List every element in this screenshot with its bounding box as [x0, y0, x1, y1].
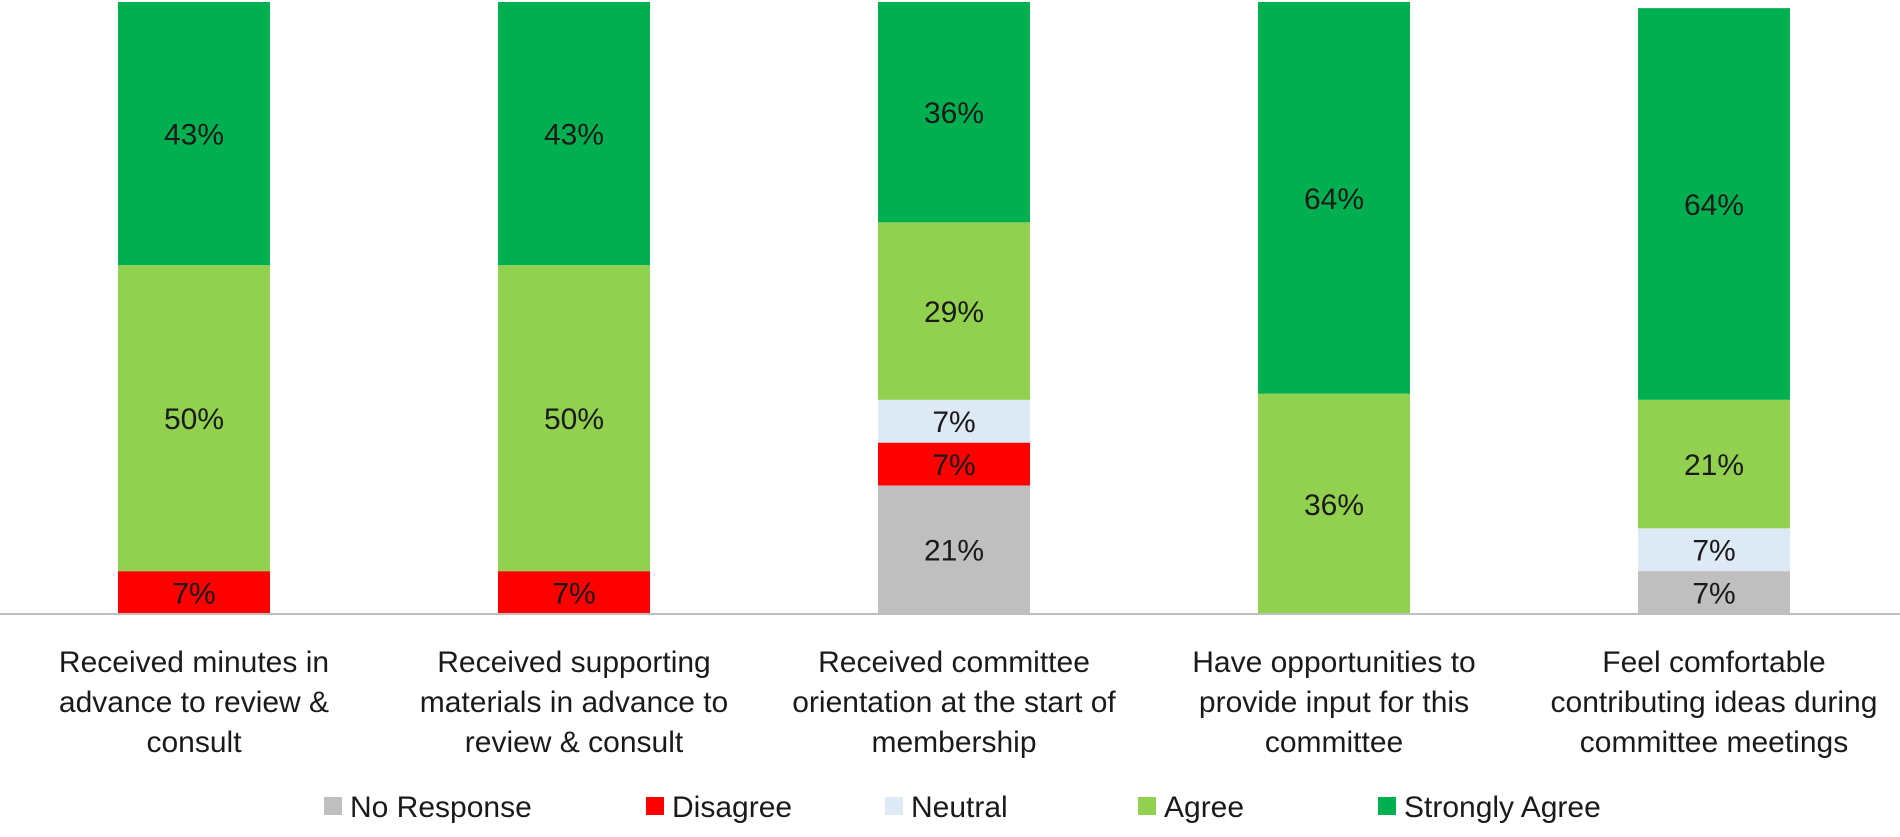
bar-segment-strongly-agree-5	[1638, 8, 1790, 400]
legend-label: Agree	[1164, 791, 1244, 824]
bar-segment-disagree-3	[878, 442, 1030, 486]
category-label: orientation at the start of	[792, 686, 1116, 719]
legend-swatch-strongly-agree	[1378, 797, 1396, 815]
data-label: 64%	[1684, 189, 1744, 222]
bar-segment-strongly-agree-3	[878, 2, 1030, 223]
category-label: provide input for this	[1199, 686, 1469, 719]
category-label: Received committee	[818, 646, 1090, 679]
data-label: 21%	[1684, 449, 1744, 482]
category-labels: Received minutes in advance to review & co…	[59, 646, 1878, 759]
data-label: 21%	[924, 535, 984, 568]
category-label: committee	[1265, 726, 1403, 759]
legend-swatch-neutral	[885, 797, 903, 815]
data-label: 7%	[932, 406, 975, 439]
bar-segment-no-response-5	[1638, 571, 1790, 614]
bar-segment-neutral-3	[878, 399, 1030, 443]
category-label: materials in advance to	[420, 686, 729, 719]
data-label: 7%	[1692, 535, 1735, 568]
data-label: 64%	[1304, 183, 1364, 216]
bar-segment-neutral-5	[1638, 528, 1790, 572]
category-label: membership	[871, 726, 1036, 759]
bar-segment-disagree-2	[498, 571, 650, 614]
data-label: 7%	[1692, 578, 1735, 611]
bar-segment-no-response-3	[878, 485, 1030, 614]
legend-label: No Response	[350, 791, 532, 824]
data-label: 7%	[172, 578, 215, 611]
category-label: Received minutes in	[59, 646, 329, 679]
bar-segment-disagree-1	[118, 571, 270, 614]
data-label: 43%	[164, 119, 224, 152]
bars-group: 7% 50% 43% 7% 50% 43% 21% 7% 7% 29% 36% 36% 64% 7% 7% 2…	[118, 2, 1790, 614]
bar-segment-agree-2	[498, 265, 650, 572]
category-label: advance to review &	[59, 686, 329, 719]
category-label: Have opportunities to	[1192, 646, 1476, 679]
legend: No Response Disagree Neutral Agree Strongly …	[324, 791, 1601, 824]
category-label: contributing ideas during	[1551, 686, 1878, 719]
category-label: committee meetings	[1580, 726, 1848, 759]
bar-segment-strongly-agree-4	[1258, 2, 1410, 394]
category-label: Received supporting	[437, 646, 711, 679]
data-label: 36%	[1304, 489, 1364, 522]
legend-swatch-agree	[1138, 797, 1156, 815]
legend-swatch-no-response	[324, 797, 342, 815]
data-label: 50%	[164, 403, 224, 436]
bar-segment-agree-5	[1638, 399, 1790, 529]
bar-segment-strongly-agree-2	[498, 2, 650, 266]
data-label: 43%	[544, 119, 604, 152]
category-label: Feel comfortable	[1602, 646, 1825, 679]
legend-label: Strongly Agree	[1404, 791, 1601, 824]
data-label: 7%	[552, 578, 595, 611]
bar-segment-agree-4	[1258, 393, 1410, 614]
data-label: 29%	[924, 296, 984, 329]
legend-label: Neutral	[911, 791, 1008, 824]
data-label: 50%	[544, 403, 604, 436]
bar-segment-agree-3	[878, 222, 1030, 400]
bar-segment-strongly-agree-1	[118, 2, 270, 266]
category-label: consult	[146, 726, 242, 759]
category-label: review & consult	[465, 726, 684, 759]
data-label: 36%	[924, 97, 984, 130]
legend-swatch-disagree	[646, 797, 664, 815]
bar-segment-agree-1	[118, 265, 270, 572]
legend-label: Disagree	[672, 791, 792, 824]
data-label: 7%	[932, 449, 975, 482]
